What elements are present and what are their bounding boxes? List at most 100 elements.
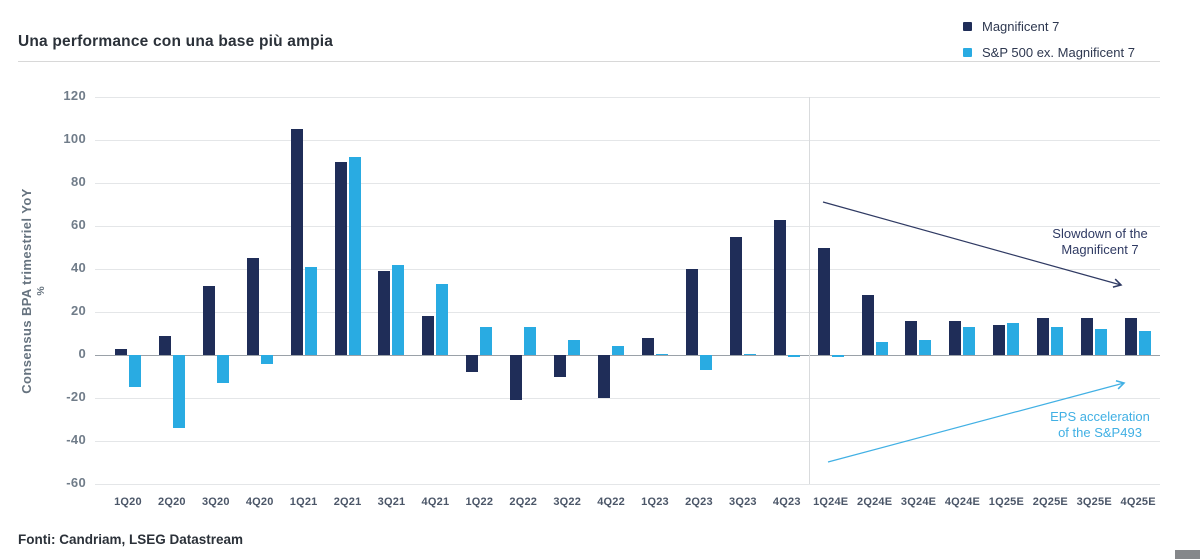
legend-item-magnificent7: Magnificent 7 xyxy=(963,13,1135,39)
bar-sp493-4Q23 xyxy=(787,355,800,358)
bar-sp493-3Q20 xyxy=(216,355,229,383)
estimates-divider-line xyxy=(808,97,810,484)
bar-sp493-1Q24E xyxy=(831,355,844,358)
y-tick-80: 80 xyxy=(70,174,86,189)
legend-swatch-magnificent7-icon xyxy=(963,21,972,31)
x-tick-3Q25E: 3Q25E xyxy=(1076,496,1112,508)
gridline--40 xyxy=(95,441,1160,442)
bar-mag7-1Q20 xyxy=(114,348,127,355)
x-tick-2Q20: 2Q20 xyxy=(158,496,186,508)
y-tick--40: -40 xyxy=(66,432,86,447)
x-tick-2Q24E: 2Q24E xyxy=(857,496,893,508)
x-tick-3Q22: 3Q22 xyxy=(553,496,582,508)
x-tick-3Q21: 3Q21 xyxy=(377,496,406,508)
bar-mag7-2Q24E xyxy=(861,294,874,355)
bar-mag7-3Q24E xyxy=(905,320,918,355)
bar-mag7-4Q23 xyxy=(773,219,786,355)
bar-mag7-4Q20 xyxy=(246,258,259,355)
bar-mag7-1Q21 xyxy=(290,129,303,355)
x-tick-4Q23: 4Q23 xyxy=(772,496,801,508)
legend-item-sp500ex: S&P 500 ex. Magnificent 7 xyxy=(963,39,1135,65)
x-tick-4Q21: 4Q21 xyxy=(421,496,450,508)
bar-sp493-4Q21 xyxy=(436,284,449,355)
y-tick--20: -20 xyxy=(66,389,86,404)
bar-mag7-4Q22 xyxy=(598,355,611,398)
bar-mag7-4Q21 xyxy=(422,316,435,355)
x-tick-1Q20: 1Q20 xyxy=(114,496,142,508)
bar-mag7-2Q23 xyxy=(685,269,698,355)
bar-sp493-1Q22 xyxy=(480,327,493,355)
x-tick-2Q25E: 2Q25E xyxy=(1032,496,1068,508)
bar-mag7-3Q25E xyxy=(1081,318,1094,355)
x-tick-1Q23: 1Q23 xyxy=(641,496,669,508)
x-tick-4Q20: 4Q20 xyxy=(245,496,274,508)
slowdown-annotation: Slowdown of the Magnificent 7 xyxy=(1052,226,1148,257)
bar-sp493-4Q20 xyxy=(260,355,273,364)
scrollbar-thumb[interactable] xyxy=(1175,550,1200,559)
x-tick-1Q24E: 1Q24E xyxy=(813,496,849,508)
bar-mag7-1Q23 xyxy=(641,337,654,355)
bar-mag7-2Q22 xyxy=(510,355,523,401)
gridline-120 xyxy=(95,97,1160,98)
bar-sp493-2Q21 xyxy=(348,157,361,355)
legend-label-sp500ex: S&P 500 ex. Magnificent 7 xyxy=(982,44,1135,60)
bar-series xyxy=(106,97,1160,484)
bar-mag7-4Q25E xyxy=(1125,318,1138,355)
legend-swatch-sp500ex-icon xyxy=(963,47,972,57)
y-tick-120: 120 xyxy=(63,88,86,103)
bar-sp493-2Q23 xyxy=(699,355,712,371)
legend-label-magnificent7: Magnificent 7 xyxy=(982,18,1060,34)
y-tick-100: 100 xyxy=(63,131,86,146)
source-note: Fonti: Candriam, LSEG Datastream xyxy=(18,532,244,547)
bar-sp493-2Q20 xyxy=(172,355,185,429)
gridline--60 xyxy=(95,484,1160,485)
legend: Magnificent 7 S&P 500 ex. Magnificent 7 xyxy=(963,13,1135,65)
bar-mag7-2Q21 xyxy=(334,161,347,355)
bar-sp493-3Q24E xyxy=(919,339,932,355)
bar-mag7-1Q22 xyxy=(466,355,479,373)
bar-sp493-3Q23 xyxy=(743,353,756,355)
bar-sp493-3Q22 xyxy=(568,339,581,355)
bar-mag7-3Q23 xyxy=(729,236,742,355)
gridline-20 xyxy=(95,312,1160,313)
title-divider xyxy=(18,61,1160,62)
bar-sp493-1Q21 xyxy=(304,266,317,355)
chart-title: Una performance con una base più ampia xyxy=(18,33,334,50)
bar-sp493-2Q24E xyxy=(875,342,888,355)
eps-annotation: EPS acceleration of the S&P493 xyxy=(1050,409,1150,440)
x-tick-2Q21: 2Q21 xyxy=(333,496,362,508)
bar-sp493-4Q24E xyxy=(963,327,976,355)
bar-mag7-2Q20 xyxy=(158,335,171,355)
x-tick-3Q24E: 3Q24E xyxy=(900,496,937,508)
bar-mag7-3Q21 xyxy=(378,271,391,355)
bar-mag7-2Q25E xyxy=(1037,318,1050,355)
x-tick-1Q25E: 1Q25E xyxy=(988,496,1025,508)
bar-sp493-1Q23 xyxy=(655,353,668,355)
x-tick-2Q23: 2Q23 xyxy=(685,496,713,508)
y-tick--60: -60 xyxy=(66,475,86,490)
bar-mag7-4Q24E xyxy=(949,320,962,355)
x-tick-4Q24E: 4Q24E xyxy=(944,496,981,508)
bar-mag7-1Q25E xyxy=(993,324,1006,355)
plot-area xyxy=(95,97,1160,485)
x-tick-4Q25E: 4Q25E xyxy=(1120,496,1156,508)
x-tick-1Q22: 1Q22 xyxy=(465,496,494,508)
bar-sp493-4Q25E xyxy=(1139,331,1152,355)
x-tick-3Q20: 3Q20 xyxy=(201,496,230,508)
bar-sp493-2Q25E xyxy=(1051,327,1064,355)
gridline-80 xyxy=(95,183,1160,184)
bar-sp493-1Q20 xyxy=(128,355,141,388)
y-tick-40: 40 xyxy=(70,260,86,275)
bar-mag7-1Q24E xyxy=(817,247,830,355)
x-tick-3Q23: 3Q23 xyxy=(729,496,757,508)
y-tick-20: 20 xyxy=(70,303,86,318)
bar-mag7-3Q20 xyxy=(202,286,215,355)
gridline-0 xyxy=(95,355,1160,356)
gridline-40 xyxy=(95,269,1160,270)
gridline--20 xyxy=(95,398,1160,399)
x-tick-1Q21: 1Q21 xyxy=(289,496,318,508)
x-axis-ticks: 1Q20 2Q20 3Q20 4Q20 1Q21 2Q21 3Q21 4Q21 1Q22 2Q22… xyxy=(106,496,1160,508)
gridline-100 xyxy=(95,140,1160,141)
gridline-60 xyxy=(95,226,1160,227)
